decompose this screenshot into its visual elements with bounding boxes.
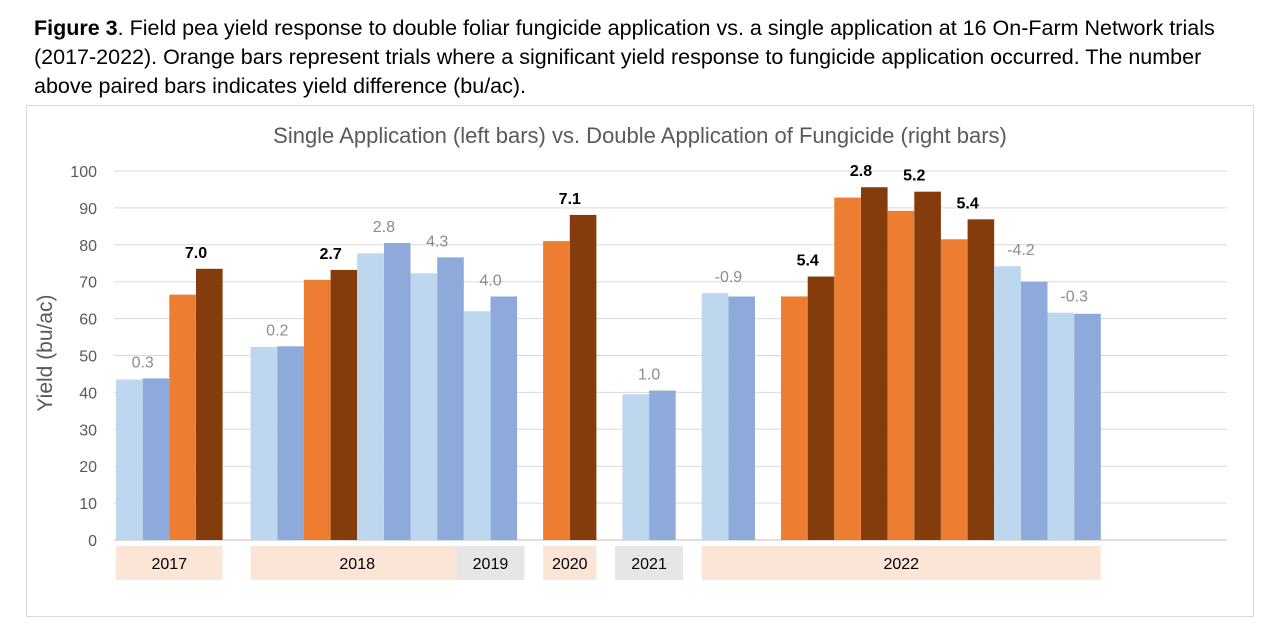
yield-difference-label: -4.2 <box>1007 242 1035 259</box>
yield-difference-label: -0.9 <box>715 269 743 286</box>
bar-single-application <box>940 239 968 540</box>
year-box <box>701 546 1101 580</box>
bar-double-application <box>142 378 170 540</box>
y-tick-label: 10 <box>79 496 97 513</box>
bar-single-application <box>994 266 1021 540</box>
bar-single-application <box>116 379 143 540</box>
y-tick-label: 70 <box>79 275 97 292</box>
year-label: 2018 <box>339 556 375 573</box>
yield-difference-label: -0.3 <box>1060 289 1088 306</box>
bar-single-application <box>622 394 649 540</box>
chart-title: Single Application (left bars) vs. Doubl… <box>273 123 1007 148</box>
yield-difference-label: 4.0 <box>479 272 501 289</box>
bar-single-application <box>543 241 570 541</box>
y-axis-label: Yield (bu/ac) <box>34 294 57 411</box>
yield-difference-label: 5.2 <box>903 168 925 185</box>
year-label: 2019 <box>473 556 509 573</box>
yield-difference-label: 5.4 <box>797 253 819 270</box>
year-label: 2017 <box>152 556 188 573</box>
bar-double-application <box>861 187 888 540</box>
bars <box>116 187 1101 541</box>
y-tick-label: 30 <box>79 422 97 439</box>
y-tick-label: 20 <box>79 459 97 476</box>
bar-double-application <box>649 390 676 540</box>
bar-single-application <box>357 253 384 541</box>
y-tick-label: 0 <box>88 533 97 550</box>
year-box <box>456 546 525 580</box>
year-box <box>116 546 223 580</box>
bar-double-application <box>277 346 304 540</box>
bar-double-application <box>196 268 223 540</box>
bar-double-application <box>967 219 995 540</box>
yield-difference-label: 0.3 <box>132 354 154 371</box>
yield-difference-label: 2.7 <box>319 246 341 263</box>
bar-double-application <box>1020 281 1048 540</box>
bar-double-application <box>490 296 518 540</box>
data-labels: 0.3 7.0 0.2 2.7 2.8 4.3 4.0 7.1 1.0 -0.9 5.4 2.8 5.2… <box>132 163 1089 383</box>
yield-difference-label: 1.0 <box>638 367 660 384</box>
bar-single-application <box>1047 312 1075 540</box>
bar-single-application <box>410 273 438 540</box>
bar-double-application <box>383 242 411 540</box>
bar-double-application <box>914 191 941 540</box>
y-tick-label: 40 <box>79 385 97 402</box>
bar-double-application <box>437 257 464 540</box>
bar-double-application <box>330 269 358 540</box>
year-labels: 2017 2018 2019 2020 2021 2022 <box>116 546 1101 580</box>
year-box <box>615 546 684 580</box>
y-tick-label: 60 <box>79 312 97 329</box>
yield-difference-label: 2.8 <box>850 163 872 180</box>
bar-single-application <box>250 347 278 540</box>
y-axis-ticks: 0 10 20 30 40 50 60 70 80 90 100 <box>70 164 97 550</box>
bar-double-application <box>807 276 835 540</box>
bar-single-application <box>834 197 861 540</box>
y-tick-label: 50 <box>79 349 97 366</box>
yield-difference-label: 5.4 <box>956 195 978 212</box>
year-label: 2021 <box>631 556 667 573</box>
year-label: 2022 <box>883 556 919 573</box>
yield-difference-label: 7.1 <box>559 191 581 208</box>
y-tick-label: 80 <box>79 238 97 255</box>
year-box <box>250 546 464 580</box>
yield-difference-label: 4.3 <box>426 233 448 250</box>
bar-double-application <box>1074 313 1101 540</box>
y-tick-label: 100 <box>70 164 97 181</box>
yield-difference-label: 0.2 <box>266 322 288 339</box>
bar-single-application <box>169 294 196 540</box>
y-tick-label: 90 <box>79 201 97 218</box>
yield-bar-chart: Single Application (left bars) vs. Doubl… <box>34 123 1227 580</box>
year-label: 2020 <box>552 556 588 573</box>
bar-single-application <box>887 210 915 540</box>
yield-difference-label: 7.0 <box>185 245 207 262</box>
bar-single-application <box>781 296 808 540</box>
chart-area: Single Application (left bars) vs. Doubl… <box>26 105 1254 617</box>
bar-single-application <box>463 311 491 540</box>
figure-label: Figure 3 <box>34 16 118 40</box>
figure-caption-text: . Field pea yield response to double fol… <box>34 16 1215 98</box>
figure-caption: Figure 3. Field pea yield response to do… <box>34 14 1254 101</box>
bar-double-application <box>728 296 755 540</box>
bar-double-application <box>569 214 597 540</box>
bar-single-application <box>701 293 729 540</box>
bar-single-application <box>303 279 331 540</box>
yield-difference-label: 2.8 <box>373 219 395 236</box>
year-box <box>543 546 597 580</box>
